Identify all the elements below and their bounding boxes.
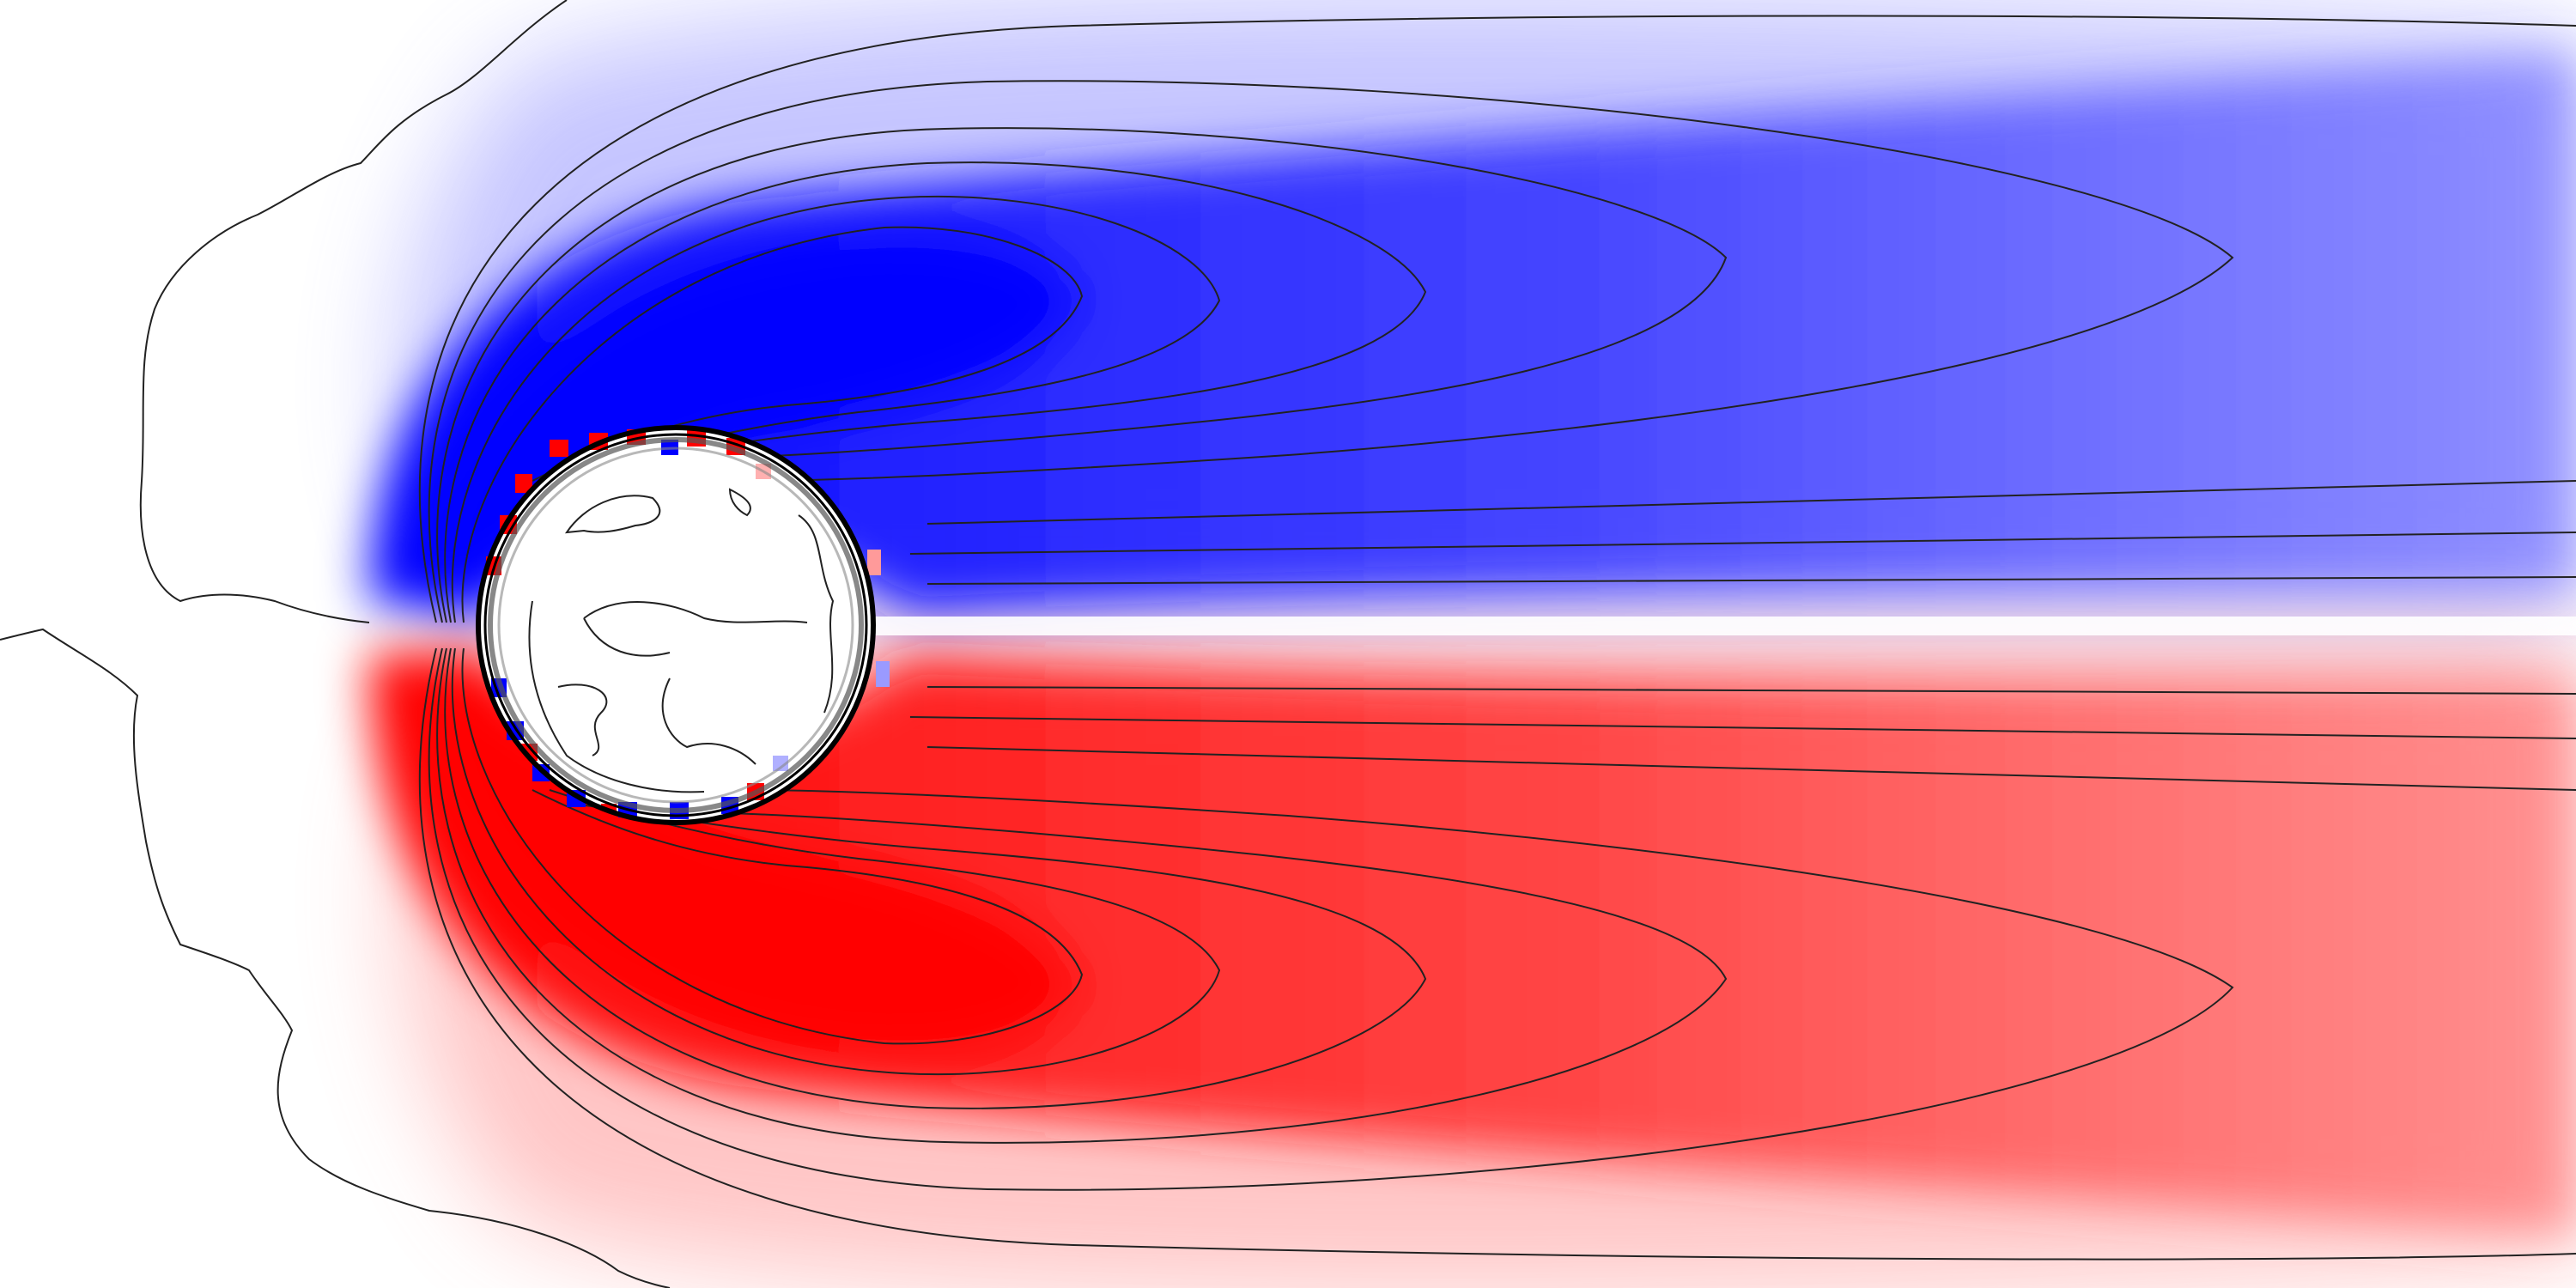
interior-noise-contours xyxy=(528,488,835,793)
cylinder-body xyxy=(476,425,890,825)
positive-vortex-region xyxy=(369,653,2576,1236)
cylinder-outline xyxy=(476,425,876,825)
zero-contour-upstream xyxy=(0,0,671,1288)
wake-centerline-gap xyxy=(481,617,2576,635)
